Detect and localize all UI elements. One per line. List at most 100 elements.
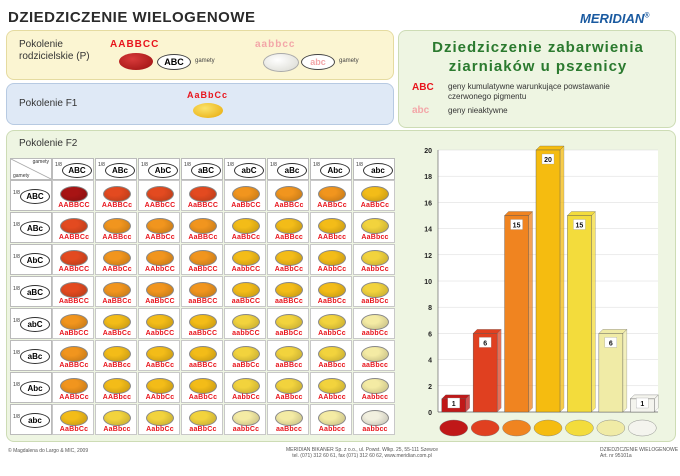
kernel-seed	[318, 282, 346, 298]
gamete-oval: abc	[363, 163, 393, 178]
genotype-cell: AaBBCc	[52, 340, 94, 371]
y-tick-label: 6	[428, 331, 432, 338]
genotype-cell: aaBbcc	[267, 404, 309, 435]
gamete-fraction: 1/8	[227, 162, 234, 168]
kernel-seed	[60, 218, 88, 234]
bar-side	[496, 329, 502, 413]
parent-recessive-gamete-label: gamety	[339, 58, 359, 64]
genotype-label: AaBBcc	[274, 234, 304, 241]
kernel-seed	[60, 314, 88, 330]
bar-value-label: 1	[640, 401, 644, 408]
genotype-cell: Aabbcc	[310, 404, 352, 435]
genotype-label: Aabbcc	[361, 394, 389, 401]
genotype-label: Aabbcc	[318, 426, 346, 433]
bar-side	[528, 211, 533, 413]
bar-side	[559, 145, 565, 413]
genotype-cell: aabbcc	[353, 404, 395, 435]
legend-text-inactive: geny nieaktywne	[448, 106, 508, 115]
genotype-cell: AaBbCc	[138, 340, 180, 371]
genotype-cell: AaBbCc	[267, 244, 309, 275]
kernel-seed	[361, 378, 389, 394]
kernel-seed	[146, 378, 174, 394]
genotype-cell: aaBbCc	[353, 276, 395, 307]
genotype-label: AaBBCc	[188, 234, 218, 241]
kernel-seed	[103, 250, 131, 266]
diagram-title-line2: ziarniaków u pszenicy	[448, 58, 628, 75]
kernel-seed	[318, 314, 346, 330]
genotype-label: aabbcc	[362, 426, 388, 433]
category-kernel-seed	[470, 419, 500, 437]
gamete-oval: Abc	[20, 381, 50, 396]
kernel-seed	[60, 186, 88, 202]
bar-value-label: 20	[544, 157, 552, 164]
kernel-seed	[232, 250, 260, 266]
gamete-oval: aBc	[277, 163, 307, 178]
y-tick-label: 16	[424, 200, 432, 207]
genotype-cell: AAbbCc	[310, 244, 352, 275]
genotype-cell: AaBbCc	[353, 180, 395, 211]
genotype-label: AaBbCc	[188, 394, 218, 401]
genotype-label: AAbbcc	[318, 394, 346, 401]
gamete-fraction: 1/8	[13, 286, 20, 292]
genotype-cell: AaBbCC	[181, 244, 223, 275]
kernel-seed	[318, 378, 346, 394]
genotype-label: AabbCc	[361, 266, 389, 273]
genotype-label: aaBbCC	[188, 330, 218, 337]
category-kernel-seed	[628, 419, 657, 437]
category-kernel-seed	[533, 419, 563, 437]
genotype-cell: AaBBcc	[267, 212, 309, 243]
row-gamete-header: 1/8 AbC	[10, 244, 52, 275]
kernel-seed	[275, 282, 303, 298]
category-kernel-seed	[565, 419, 594, 437]
genotype-label: aabbCC	[232, 330, 260, 337]
gamete-fraction: 1/8	[184, 162, 191, 168]
kernel-seed	[361, 218, 389, 234]
bar-label-box	[636, 397, 649, 409]
genotype-label: aaBBCC	[188, 298, 218, 305]
kernel-seed	[189, 314, 217, 330]
row-gamete-header: 1/8 ABC	[10, 180, 52, 211]
legend-code-inactive: abc	[412, 105, 430, 116]
y-tick-label: 10	[424, 279, 432, 286]
kernel-seed	[103, 186, 131, 202]
genotype-cell: aaBbCC	[224, 276, 266, 307]
genotype-label: AaBbcc	[275, 394, 303, 401]
legend-text-active: geny kumulatywne warunkujące powstawanie…	[448, 82, 610, 101]
genotype-label: AaBBCC	[187, 202, 219, 209]
genotype-cell: AABBCC	[52, 180, 94, 211]
gamete-oval: abC	[234, 163, 264, 178]
genotype-cell: AabbCC	[224, 244, 266, 275]
kernel-seed	[189, 250, 217, 266]
bar-label-box	[541, 153, 555, 165]
genotype-label: AABBCc	[101, 202, 133, 209]
bar-top	[504, 211, 533, 216]
genotype-cell: AAbbCc	[138, 372, 180, 403]
genotype-cell: AABbCC	[52, 244, 94, 275]
genotype-label: AAbbCC	[145, 266, 175, 273]
genotype-cell: AaBbCc	[52, 404, 94, 435]
genotype-cell: AaBBCC	[181, 180, 223, 211]
gamete-oval: Abc	[320, 163, 350, 178]
genotype-cell: aabbCC	[224, 308, 266, 339]
genotype-label: AABbcc	[102, 394, 132, 401]
genotype-label: AaBbCC	[59, 330, 89, 337]
bar-label-box	[447, 397, 460, 409]
footer-copyright: © Magdalena do Largo & MIC, 2009	[8, 448, 89, 454]
genotype-cell: AABbCC	[138, 180, 180, 211]
gamete-oval: AbC	[20, 253, 50, 268]
info-panel	[398, 30, 676, 128]
y-tick-label: 8	[428, 305, 432, 312]
genotype-label: AABBCc	[58, 234, 90, 241]
gamete-fraction: 1/8	[55, 162, 62, 168]
genotype-label: AabbCC	[231, 266, 261, 273]
kernel-seed	[60, 410, 88, 426]
genotype-cell: AaBbcc	[267, 372, 309, 403]
gamete-fraction: 1/8	[13, 254, 20, 260]
kernel-seed	[361, 250, 389, 266]
genotype-cell: AABbCc	[95, 244, 137, 275]
kernel-seed	[232, 378, 260, 394]
kernel-seed	[232, 346, 260, 362]
genotype-label: AaBBCc	[59, 362, 89, 369]
bar-label-box	[604, 337, 618, 348]
genotype-label: aaBbCc	[275, 330, 303, 337]
